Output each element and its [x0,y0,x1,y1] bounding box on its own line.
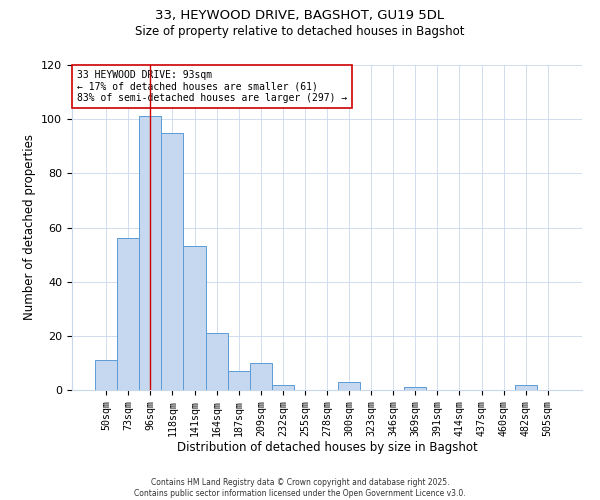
Bar [404,388,427,390]
Bar [95,360,117,390]
Bar [206,333,227,390]
Bar [227,371,250,390]
Bar [272,384,294,390]
Bar [161,132,184,390]
Text: 33, HEYWOOD DRIVE, BAGSHOT, GU19 5DL: 33, HEYWOOD DRIVE, BAGSHOT, GU19 5DL [155,10,445,22]
Bar [338,382,360,390]
Text: Size of property relative to detached houses in Bagshot: Size of property relative to detached ho… [135,24,465,38]
Bar [117,238,139,390]
Bar [139,116,161,390]
X-axis label: Distribution of detached houses by size in Bagshot: Distribution of detached houses by size … [176,442,478,454]
Bar [184,246,206,390]
Y-axis label: Number of detached properties: Number of detached properties [23,134,35,320]
Text: Contains HM Land Registry data © Crown copyright and database right 2025.
Contai: Contains HM Land Registry data © Crown c… [134,478,466,498]
Bar [250,363,272,390]
Bar [515,384,537,390]
Text: 33 HEYWOOD DRIVE: 93sqm
← 17% of detached houses are smaller (61)
83% of semi-de: 33 HEYWOOD DRIVE: 93sqm ← 17% of detache… [77,70,347,103]
